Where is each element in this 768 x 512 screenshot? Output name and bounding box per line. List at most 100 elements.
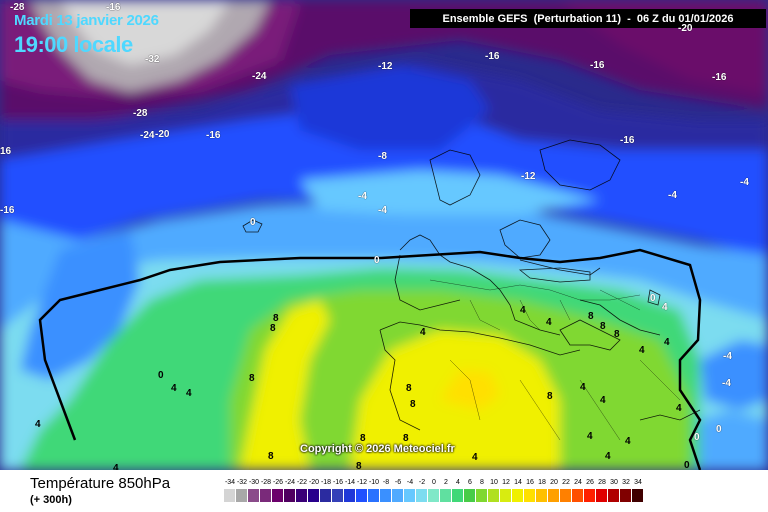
legend-tick-label: 12 — [502, 479, 510, 486]
isotherm-label: -20 — [678, 23, 693, 34]
isotherm-label: 4 — [420, 327, 426, 338]
isotherm-label: 8 — [547, 391, 553, 402]
isotherm-label: 4 — [625, 436, 631, 447]
isotherm-label: -24 — [140, 130, 155, 141]
isotherm-label: -28 — [10, 2, 25, 13]
legend-tick-label: -28 — [260, 479, 272, 486]
isotherm-label: -12 — [521, 171, 536, 182]
isotherm-label: -4 — [378, 205, 387, 216]
legend-tick-label: -32 — [236, 479, 248, 486]
legend-tick-label: -22 — [296, 479, 308, 486]
legend-color-cell — [236, 489, 247, 502]
legend-tick-label: -14 — [344, 479, 356, 486]
isotherm-label: 16 — [0, 146, 12, 157]
isotherm-label: 4 — [587, 431, 593, 442]
legend-footer: Température 850hPa (+ 300h) -34 -32 -30 -28… — [0, 470, 768, 512]
isotherm-label: 0 — [716, 424, 722, 435]
legend-tick-label: -30 — [248, 479, 260, 486]
legend-tick-label: -18 — [320, 479, 332, 486]
isotherm-label: 8 — [360, 433, 366, 444]
legend-color-cell — [632, 489, 643, 502]
isotherm-label: -16 — [485, 51, 500, 62]
coastlines — [242, 139, 701, 431]
legend-color-cell — [404, 489, 415, 502]
legend-color-cell — [452, 489, 463, 502]
isotherm-label: -28 — [133, 108, 148, 119]
zero-isotherm — [38, 248, 702, 470]
isotherm-label: -16 — [106, 2, 121, 13]
isotherm-label: -12 — [378, 61, 393, 72]
legend-tick-label: 4 — [456, 479, 460, 486]
isotherm-label: 4 — [35, 419, 41, 430]
color-scale-legend: -34 -32 -30 -28 -26 -24 -22 -20 -18 -16 -14 -12 -10-… — [224, 478, 644, 502]
isotherm-label: -20 — [155, 129, 170, 140]
legend-tick-label: 10 — [490, 479, 498, 486]
legend-color-cell — [524, 489, 535, 502]
legend-tick-label: -20 — [308, 479, 320, 486]
forecast-offset: (+ 300h) — [30, 494, 72, 506]
isotherm-label: -16 — [620, 135, 635, 146]
isotherm-label: -4 — [668, 190, 677, 201]
legend-tick-label: -24 — [284, 479, 296, 486]
legend-color-cell — [476, 489, 487, 502]
legend-tick-label: -4 — [406, 479, 414, 486]
isotherm-label: 8 — [600, 321, 606, 332]
legend-color-cell — [428, 489, 439, 502]
isotherm-label: -8 — [378, 151, 387, 162]
legend-color-cell — [488, 489, 499, 502]
legend-color-cell — [308, 489, 319, 502]
isotherm-label: 4 — [639, 345, 645, 356]
model-info-banner: Ensemble GEFS (Perturbation 11) - 06 Z d… — [410, 9, 766, 28]
isotherm-label: 8 — [273, 313, 279, 324]
legend-tick-label: 34 — [634, 479, 642, 486]
borders — [429, 279, 681, 441]
legend-color-cell — [608, 489, 619, 502]
legend-tick-label: -8 — [382, 479, 390, 486]
legend-color-cell — [368, 489, 379, 502]
isotherm-label: -4 — [358, 191, 367, 202]
isotherm-label: 8 — [356, 461, 362, 472]
isotherm-label: -16 — [0, 205, 15, 216]
isotherm-label: -4 — [722, 378, 731, 389]
forecast-time: 19:00 locale — [14, 32, 133, 57]
isotherm-label: 0 — [650, 293, 656, 304]
isotherm-label: 8 — [588, 311, 594, 322]
isotherm-label: 4 — [520, 305, 526, 316]
legend-color-cell — [248, 489, 259, 502]
map-canvas — [0, 0, 768, 470]
legend-color-cell — [260, 489, 271, 502]
legend-tick-labels: -34 -32 -30 -28 -26 -24 -22 -20 -18 -16 -14 -12 -10-… — [224, 478, 644, 488]
legend-color-cell — [284, 489, 295, 502]
legend-color-cells — [224, 489, 644, 502]
legend-tick-label: 14 — [514, 479, 522, 486]
isotherm-label: -4 — [740, 177, 749, 188]
legend-tick-label: -10 — [368, 479, 380, 486]
legend-tick-label: -12 — [356, 479, 368, 486]
isotherm-label: 8 — [403, 433, 409, 444]
legend-color-cell — [500, 489, 511, 502]
legend-tick-label: -2 — [418, 479, 426, 486]
legend-tick-label: 16 — [526, 479, 534, 486]
isotherm-label: -16 — [206, 130, 221, 141]
isotherm-label: 8 — [249, 373, 255, 384]
isotherm-label: 4 — [664, 337, 670, 348]
legend-tick-label: 32 — [622, 479, 630, 486]
isotherm-label: 8 — [270, 323, 276, 334]
legend-color-cell — [572, 489, 583, 502]
legend-color-cell — [356, 489, 367, 502]
isotherm-label: -4 — [723, 351, 732, 362]
legend-tick-label: 8 — [480, 479, 484, 486]
legend-tick-label: 18 — [538, 479, 546, 486]
isotherm-label: 4 — [580, 382, 586, 393]
legend-color-cell — [332, 489, 343, 502]
legend-color-cell — [584, 489, 595, 502]
legend-tick-label: 26 — [586, 479, 594, 486]
legend-color-cell — [536, 489, 547, 502]
legend-color-cell — [224, 489, 235, 502]
isotherm-label: 8 — [410, 399, 416, 410]
temperature-map — [0, 0, 768, 470]
legend-color-cell — [620, 489, 631, 502]
isotherm-label: -16 — [590, 60, 605, 71]
legend-color-cell — [344, 489, 355, 502]
legend-tick-label: 24 — [574, 479, 582, 486]
